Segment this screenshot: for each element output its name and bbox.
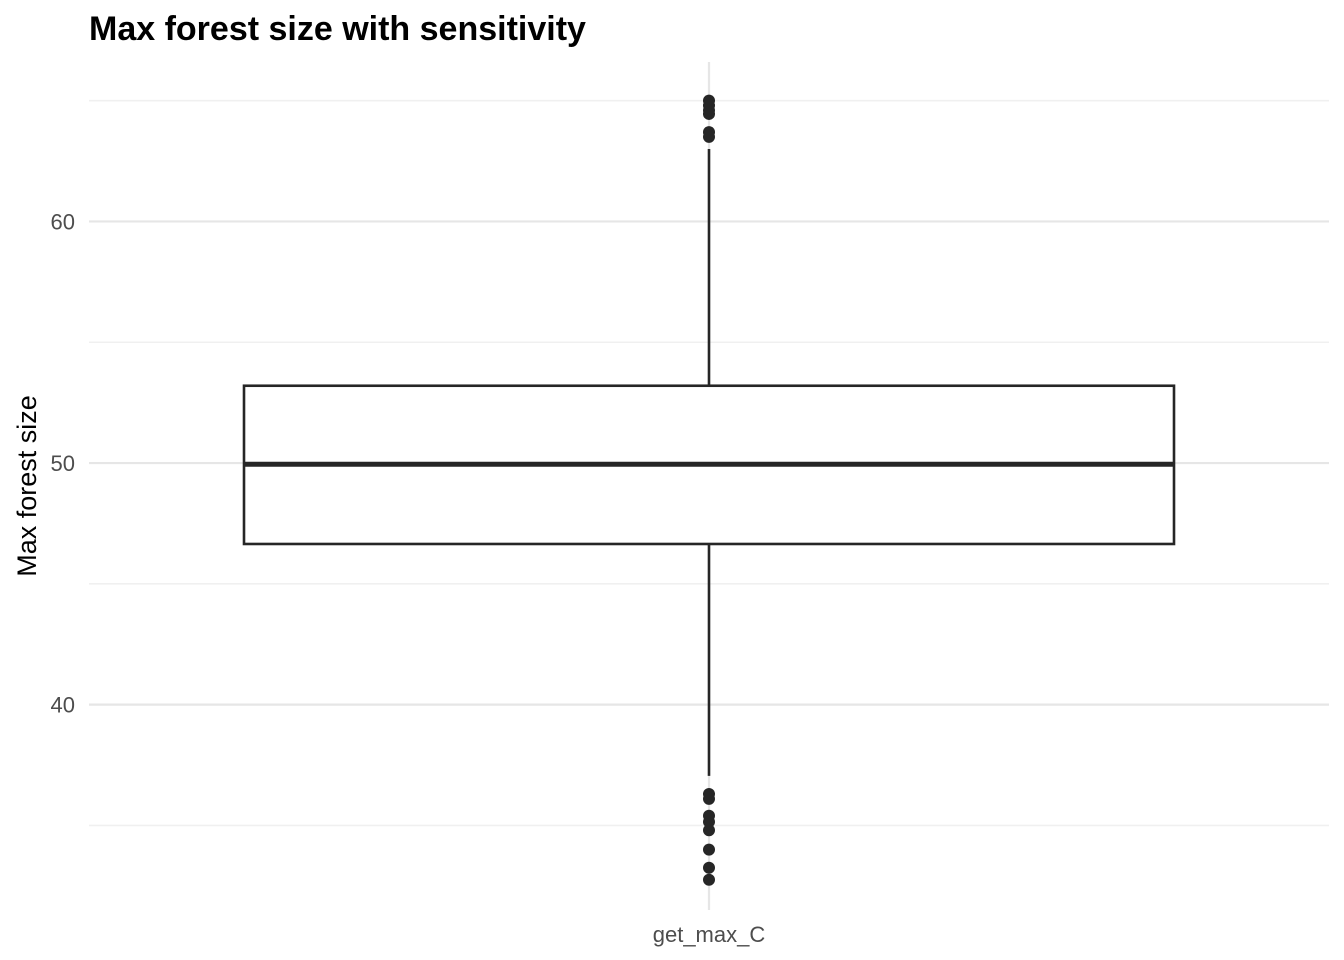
outlier-point [703, 861, 715, 874]
outlier-point [703, 792, 715, 805]
outlier-point [703, 815, 715, 828]
x-tick-labels: get_max_C [653, 922, 766, 947]
outlier-point [703, 107, 715, 120]
chart-title: Max forest size with sensitivity [89, 10, 586, 48]
y-tick-label: 50 [51, 451, 75, 476]
y-tick-labels: 40 50 60 [51, 209, 75, 717]
y-tick-label: 40 [51, 693, 75, 718]
outlier-point [703, 824, 715, 837]
y-axis-title: Max forest size [12, 395, 42, 577]
x-tick-label: get_max_C [653, 922, 766, 947]
outlier-point [703, 843, 715, 856]
outlier-point [703, 130, 715, 143]
box-marks [242, 94, 1176, 886]
outlier-point [703, 873, 715, 886]
y-tick-label: 60 [51, 209, 75, 234]
